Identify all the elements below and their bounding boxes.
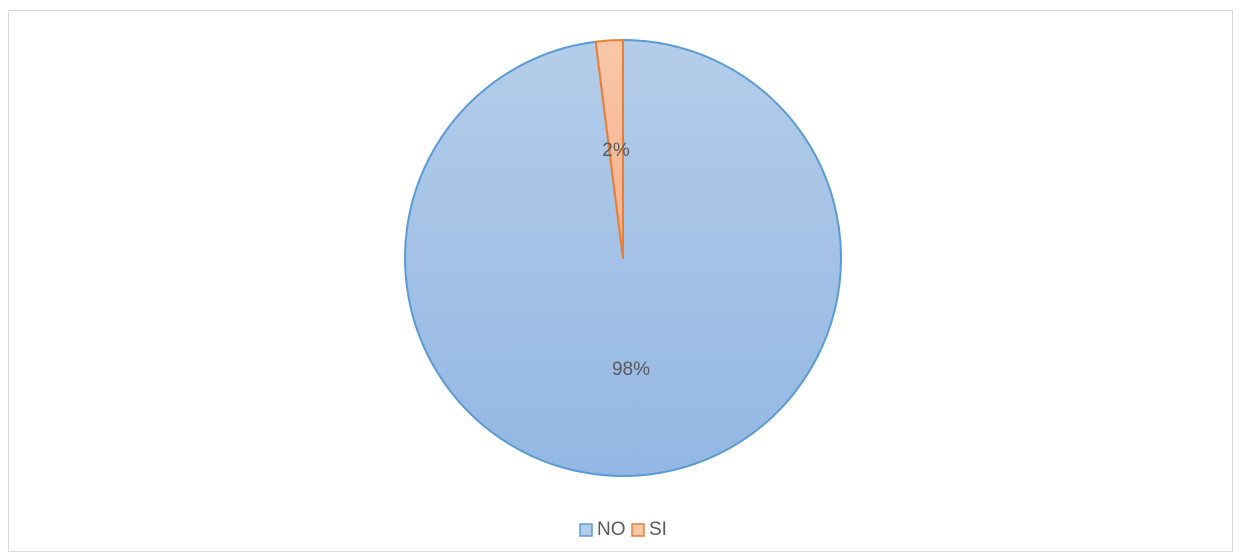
- legend-swatch-si: [631, 523, 645, 537]
- legend-swatch-no: [579, 523, 593, 537]
- legend: NO SI: [579, 519, 667, 540]
- legend-label-no: NO: [597, 519, 626, 540]
- pie-slices: [404, 39, 843, 477]
- legend-label-si: SI: [649, 519, 667, 540]
- pie-slice-si: [594, 39, 624, 259]
- data-labels: 98% 2%: [602, 140, 650, 380]
- data-label-si: 2%: [602, 140, 630, 161]
- data-label-no: 98%: [612, 359, 650, 380]
